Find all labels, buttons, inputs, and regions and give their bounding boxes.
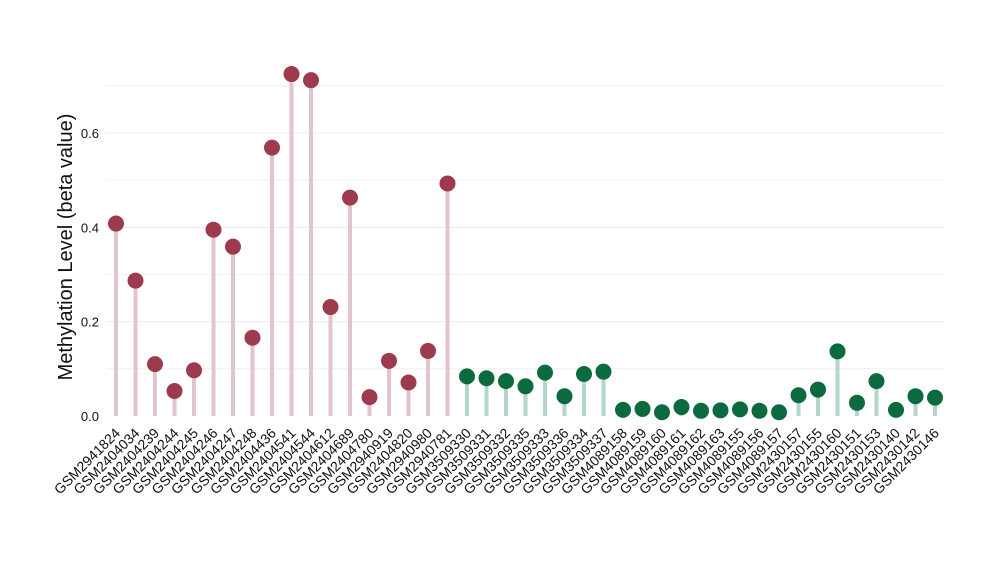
data-point	[712, 402, 729, 419]
data-point	[615, 401, 631, 418]
data-point	[420, 342, 436, 359]
y-axis-ticks: 0.0 0.2 0.4 0.6	[81, 126, 99, 424]
data-point	[634, 400, 651, 417]
y-axis-title: Methylation Level (beta value)	[55, 114, 77, 381]
data-point	[790, 387, 807, 404]
data-point	[303, 72, 319, 89]
data-point	[868, 373, 885, 390]
data-point	[439, 175, 456, 192]
data-point	[108, 215, 124, 232]
data-point	[810, 381, 826, 398]
data-point	[556, 388, 573, 405]
data-point	[849, 394, 865, 411]
x-axis-labels: GSM2941824GSM2404034GSM2404239GSM2404244…	[51, 425, 943, 498]
data-point	[322, 299, 339, 316]
points-layer	[108, 66, 943, 421]
data-point	[654, 404, 670, 421]
data-point	[342, 189, 358, 206]
data-point	[147, 356, 163, 373]
y-tick-label: 0.0	[81, 409, 99, 424]
grid-layer	[106, 85, 944, 370]
data-point	[771, 404, 787, 421]
y-tick-label: 0.6	[81, 126, 99, 141]
data-point	[478, 370, 495, 387]
data-point	[498, 373, 514, 390]
data-point	[595, 363, 612, 380]
data-point	[576, 366, 592, 383]
data-point	[732, 401, 748, 418]
data-point	[751, 402, 768, 419]
data-point	[927, 389, 943, 406]
y-tick-label: 0.4	[81, 220, 99, 235]
data-point	[381, 352, 397, 369]
data-point	[264, 139, 280, 156]
data-point	[127, 272, 144, 289]
data-point	[888, 401, 904, 418]
data-point	[537, 364, 553, 381]
data-point	[166, 383, 183, 400]
data-point	[205, 221, 222, 238]
y-tick-label: 0.2	[81, 315, 99, 330]
data-point	[283, 66, 300, 83]
data-point	[517, 378, 534, 395]
data-point	[225, 238, 241, 255]
data-point	[186, 362, 202, 379]
data-point	[907, 388, 924, 405]
data-point	[459, 368, 475, 385]
data-point	[400, 374, 417, 391]
data-point	[693, 402, 709, 419]
data-point	[673, 399, 690, 416]
data-point	[244, 329, 261, 346]
data-point	[829, 343, 846, 360]
data-point	[361, 389, 378, 406]
